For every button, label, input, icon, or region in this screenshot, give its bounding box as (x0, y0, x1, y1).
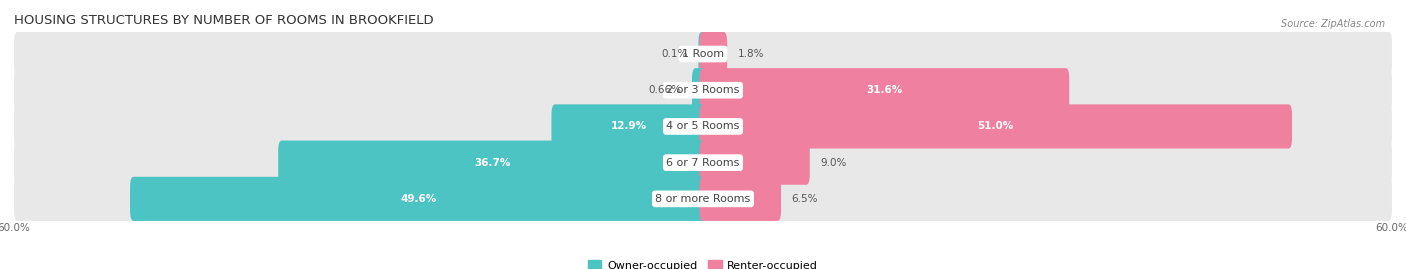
FancyBboxPatch shape (700, 68, 1070, 112)
Text: HOUSING STRUCTURES BY NUMBER OF ROOMS IN BROOKFIELD: HOUSING STRUCTURES BY NUMBER OF ROOMS IN… (14, 14, 433, 27)
Text: 36.7%: 36.7% (474, 158, 510, 168)
Text: 1.8%: 1.8% (738, 49, 763, 59)
Text: 49.6%: 49.6% (401, 194, 436, 204)
Text: 2 or 3 Rooms: 2 or 3 Rooms (666, 85, 740, 95)
Text: 12.9%: 12.9% (610, 121, 647, 132)
FancyBboxPatch shape (14, 68, 1392, 112)
FancyBboxPatch shape (700, 177, 782, 221)
Text: 0.66%: 0.66% (648, 85, 682, 95)
Text: 6 or 7 Rooms: 6 or 7 Rooms (666, 158, 740, 168)
Text: 8 or more Rooms: 8 or more Rooms (655, 194, 751, 204)
Text: 6.5%: 6.5% (792, 194, 818, 204)
Legend: Owner-occupied, Renter-occupied: Owner-occupied, Renter-occupied (583, 256, 823, 269)
FancyBboxPatch shape (14, 32, 1392, 76)
FancyBboxPatch shape (692, 68, 706, 112)
Text: Source: ZipAtlas.com: Source: ZipAtlas.com (1281, 19, 1385, 29)
FancyBboxPatch shape (700, 104, 1292, 148)
FancyBboxPatch shape (14, 104, 1392, 148)
Text: 1 Room: 1 Room (682, 49, 724, 59)
FancyBboxPatch shape (699, 32, 706, 76)
FancyBboxPatch shape (14, 177, 1392, 221)
FancyBboxPatch shape (551, 104, 706, 148)
Text: 0.1%: 0.1% (662, 49, 688, 59)
FancyBboxPatch shape (278, 140, 706, 185)
Text: 31.6%: 31.6% (866, 85, 903, 95)
Text: 51.0%: 51.0% (977, 121, 1014, 132)
Text: 4 or 5 Rooms: 4 or 5 Rooms (666, 121, 740, 132)
FancyBboxPatch shape (700, 140, 810, 185)
FancyBboxPatch shape (700, 32, 727, 76)
FancyBboxPatch shape (14, 140, 1392, 185)
FancyBboxPatch shape (129, 177, 706, 221)
Text: 9.0%: 9.0% (820, 158, 846, 168)
